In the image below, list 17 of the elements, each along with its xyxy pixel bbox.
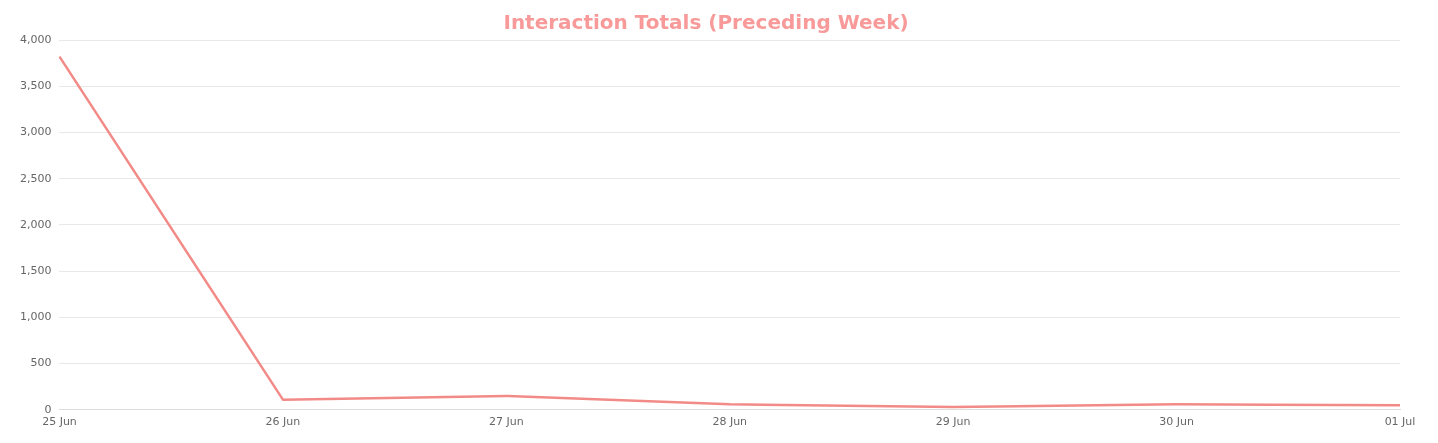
y-tick-label: 0 bbox=[44, 402, 52, 416]
x-tick-label: 25 Jun bbox=[42, 415, 77, 429]
y-tick-label: 4,000 bbox=[19, 32, 52, 46]
y-tick-label: 3,000 bbox=[19, 125, 52, 139]
y-tick-label: 1,500 bbox=[19, 263, 52, 277]
x-tick-label: 01 Jul bbox=[1384, 415, 1416, 429]
x-tick-label: 28 Jun bbox=[712, 415, 748, 429]
chart-title: Interaction Totals (Preceding Week) bbox=[503, 10, 909, 35]
y-tick-label: 2,500 bbox=[19, 171, 52, 185]
y-tick-label: 2,000 bbox=[19, 217, 52, 231]
x-tick-label: 26 Jun bbox=[265, 415, 301, 429]
y-tick-label: 500 bbox=[30, 356, 52, 370]
y-tick-label: 3,500 bbox=[19, 79, 52, 93]
x-tick-label: 27 Jun bbox=[488, 415, 524, 429]
y-tick-label: 1,000 bbox=[19, 310, 52, 324]
x-tick-label: 29 Jun bbox=[935, 415, 971, 429]
x-tick-label: 30 Jun bbox=[1159, 415, 1194, 429]
